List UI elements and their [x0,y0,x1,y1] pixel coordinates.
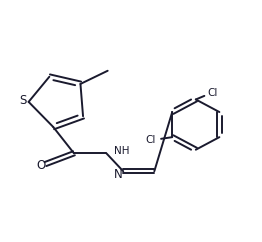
Text: O: O [36,159,45,172]
Text: S: S [19,94,26,107]
Text: N: N [114,168,123,181]
Text: Cl: Cl [145,135,155,144]
Text: NH: NH [114,146,129,156]
Text: Cl: Cl [208,89,218,98]
